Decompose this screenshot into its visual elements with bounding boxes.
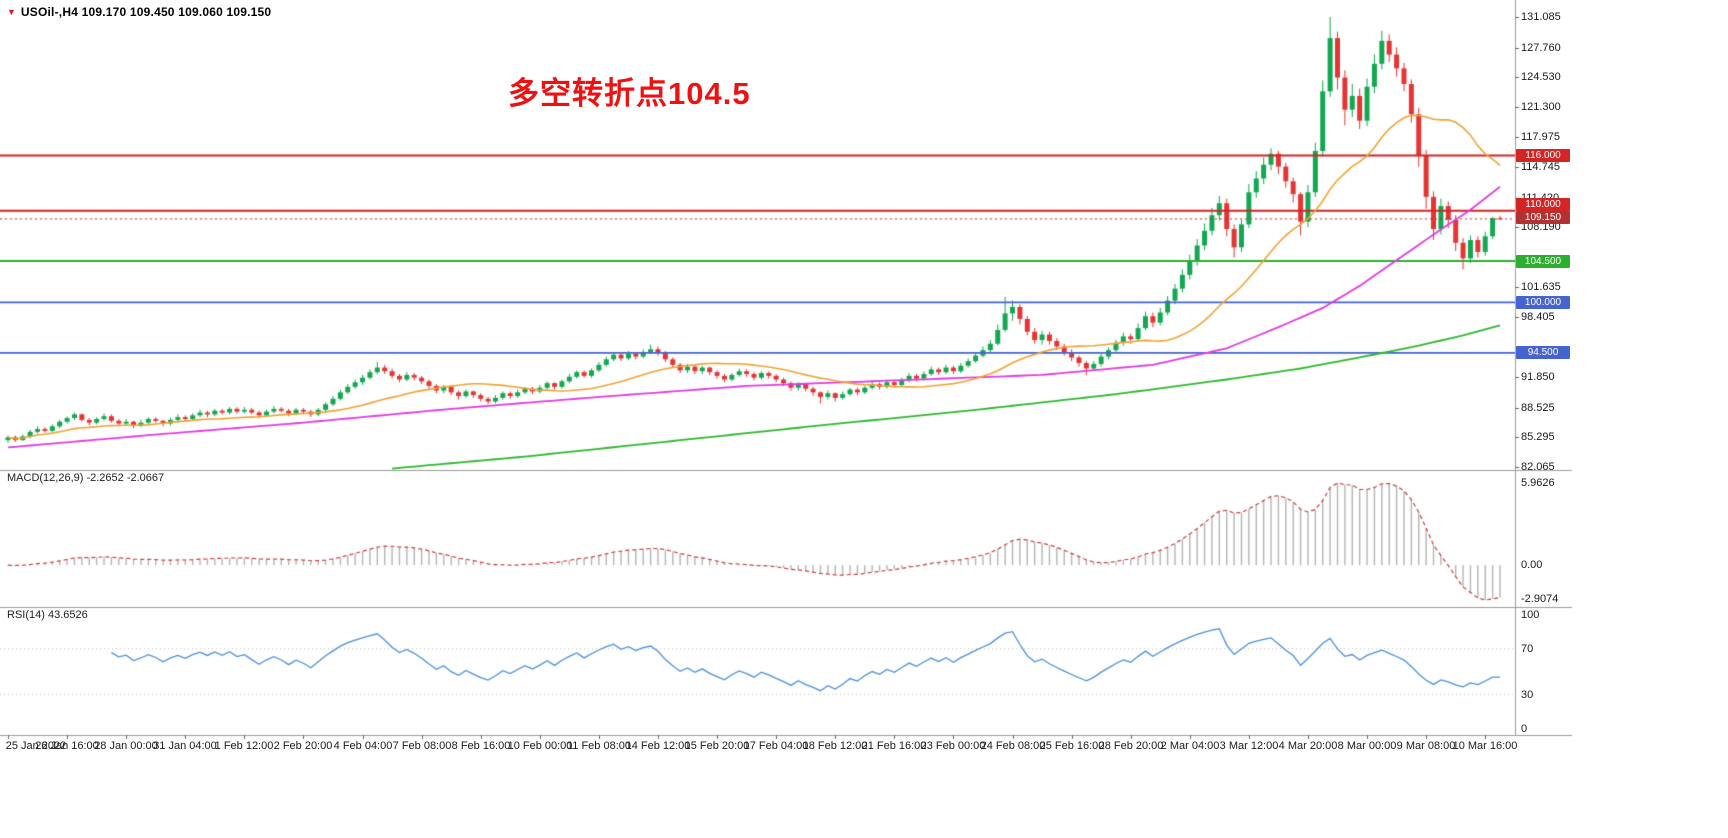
rsi-axis-label: 100 [1521, 609, 1540, 621]
macd-axis-label: -2.9074 [1521, 593, 1559, 605]
time-axis-label: 9 Mar 08:00 [1396, 740, 1456, 752]
price-axis-label: 127.760 [1521, 41, 1561, 54]
time-axis-label: 8 Feb 16:00 [451, 740, 511, 752]
time-axis-label: 2 Feb 20:00 [273, 740, 333, 752]
time-axis-label: 2 Mar 04:00 [1160, 740, 1220, 752]
time-axis-label: 25 Feb 16:00 [1039, 740, 1105, 752]
symbol-ohlc-text: USOil-,H4 109.170 109.450 109.060 109.15… [20, 5, 272, 19]
macd-indicator-label: MACD(12,26,9) -2.2652 -2.0667 [7, 472, 165, 484]
rsi-axis-label: 0 [1521, 723, 1528, 735]
price-axis-label: 124.530 [1521, 71, 1561, 84]
price-axis-label: 88.525 [1521, 401, 1555, 414]
time-axis-label: 8 Mar 00:00 [1337, 740, 1397, 752]
time-axis-label: 17 Feb 04:00 [743, 740, 809, 752]
time-axis-label: 4 Feb 04:00 [333, 740, 393, 752]
time-axis-label: 26 Jan 16:00 [35, 740, 99, 752]
time-axis-label: 1 Feb 12:00 [214, 740, 274, 752]
time-axis-label: 25 Jan 2022 [5, 740, 67, 752]
time-axis-label: 4 Mar 20:00 [1278, 740, 1338, 752]
rsi-indicator-label: RSI(14) 43.6526 [7, 609, 88, 621]
price-axis-label: 121.300 [1521, 100, 1561, 113]
time-axis-label: 21 Feb 16:00 [861, 740, 927, 752]
time-axis-label: 24 Feb 08:00 [980, 740, 1046, 752]
time-axis-label: 28 Jan 00:00 [94, 740, 158, 752]
price-axis-label: 114.745 [1521, 161, 1560, 174]
time-axis-label: 7 Feb 08:00 [392, 740, 452, 752]
time-axis-label: 23 Feb 00:00 [920, 740, 986, 752]
macd-axis-label: 0.00 [1521, 559, 1543, 572]
price-tag: 94.500 [1516, 346, 1570, 360]
price-tag: 116.000 [1516, 149, 1570, 163]
price-tag: 110.000 [1516, 198, 1570, 212]
time-axis-label: 18 Feb 12:00 [802, 740, 868, 752]
rsi-axis-label: 70 [1521, 643, 1534, 656]
price-axis-label: 82.065 [1521, 461, 1555, 474]
macd-axis-label: 5.9626 [1521, 477, 1555, 489]
time-axis-label: 11 Feb 08:00 [566, 740, 632, 752]
time-axis-label: 31 Jan 04:00 [153, 740, 217, 752]
time-axis-label: 10 Mar 16:00 [1452, 740, 1518, 752]
price-axis-label: 98.405 [1521, 311, 1555, 324]
price-tag: 109.150 [1516, 210, 1570, 224]
price-axis-label: 101.635 [1521, 281, 1561, 294]
annotation-text: 多空转折点104.5 [508, 76, 751, 111]
price-axis-label: 108.190 [1521, 221, 1561, 234]
price-axis-label: 117.975 [1521, 131, 1560, 144]
time-axis-label: 3 Mar 12:00 [1219, 740, 1279, 752]
price-tag: 100.000 [1516, 295, 1570, 309]
time-axis-label: 14 Feb 12:00 [625, 740, 691, 752]
price-axis-label: 131.085 [1521, 11, 1561, 24]
price-axis-label: 91.850 [1521, 371, 1555, 384]
time-axis-label: 28 Feb 20:00 [1098, 740, 1164, 752]
time-axis-label: 15 Feb 20:00 [684, 740, 750, 752]
symbol-marker-icon: ▼ [7, 6, 16, 17]
rsi-axis-label: 30 [1521, 688, 1534, 701]
price-axis-label: 85.295 [1521, 431, 1555, 444]
price-tag: 104.500 [1516, 254, 1570, 268]
time-axis-label: 10 Feb 00:00 [507, 740, 573, 752]
symbol-title: ▼ USOil-,H4 109.170 109.450 109.060 109.… [7, 5, 271, 19]
